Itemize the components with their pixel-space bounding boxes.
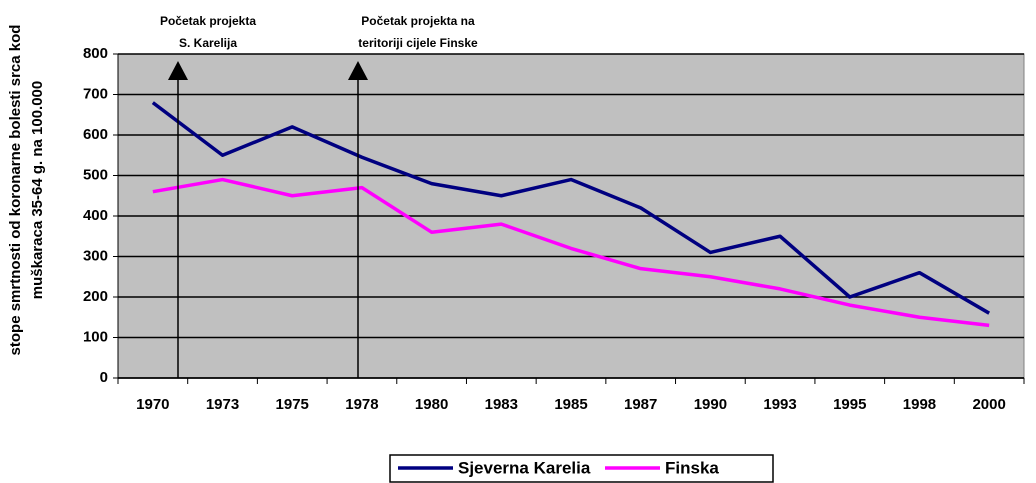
legend-label: Finska bbox=[665, 458, 719, 477]
series-line bbox=[151, 101, 991, 315]
y-tick-label: 0 bbox=[100, 369, 108, 386]
series-line bbox=[152, 177, 990, 328]
annotation-text: S. Karelija bbox=[179, 36, 237, 50]
x-tick-label: 1995 bbox=[833, 396, 866, 413]
y-tick-label: 600 bbox=[83, 126, 108, 143]
arrowhead bbox=[348, 61, 368, 80]
legend-label: Sjeverna Karelia bbox=[458, 458, 591, 477]
x-tick-label: 1973 bbox=[206, 396, 239, 413]
legend-box bbox=[389, 454, 774, 483]
y-tick-label: 800 bbox=[83, 45, 108, 62]
x-tick-label: 2000 bbox=[972, 396, 1005, 413]
y-tick-label: 400 bbox=[83, 207, 108, 224]
x-tick-label: 1990 bbox=[694, 396, 727, 413]
y-tick-label: 500 bbox=[83, 166, 108, 183]
y-tick-label: 200 bbox=[83, 288, 108, 305]
x-tick-label: 1980 bbox=[415, 396, 448, 413]
arrowhead bbox=[168, 61, 188, 80]
y-tick-label: 300 bbox=[83, 247, 108, 264]
x-tick-label: 1978 bbox=[345, 396, 378, 413]
annotation-text: teritoriji cijele Finske bbox=[358, 36, 478, 50]
x-tick-label: 1983 bbox=[485, 396, 518, 413]
x-tick-label: 1993 bbox=[763, 396, 796, 413]
x-tick-label: 1987 bbox=[624, 396, 657, 413]
x-tick-label: 1975 bbox=[276, 396, 309, 413]
y-tick-label: 100 bbox=[83, 328, 108, 345]
y-axis-label: stope smrtnosti od koronarne bolesti src… bbox=[7, 25, 24, 356]
annotation-text: Početak projekta bbox=[160, 14, 256, 28]
annotation-text: Početak projekta na bbox=[361, 14, 475, 28]
y-axis-label: muškaraca 35-64 g. na 100.000 bbox=[29, 81, 46, 299]
x-tick-label: 1998 bbox=[903, 396, 936, 413]
x-tick-label: 1970 bbox=[136, 396, 169, 413]
x-tick-label: 1985 bbox=[554, 396, 587, 413]
y-tick-label: 700 bbox=[83, 85, 108, 102]
